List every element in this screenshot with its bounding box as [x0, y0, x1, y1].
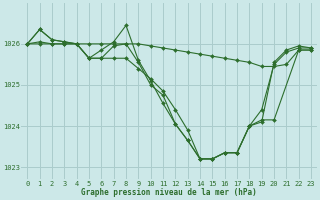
X-axis label: Graphe pression niveau de la mer (hPa): Graphe pression niveau de la mer (hPa)	[81, 188, 257, 197]
